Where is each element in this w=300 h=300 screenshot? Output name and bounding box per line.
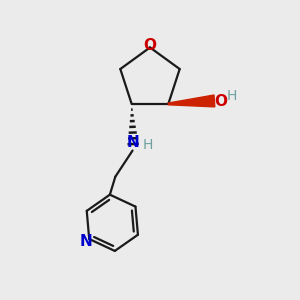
Text: O: O: [214, 94, 227, 109]
Text: N: N: [126, 135, 139, 150]
Text: H: H: [227, 89, 237, 103]
Polygon shape: [168, 95, 215, 107]
Text: N: N: [80, 235, 93, 250]
Text: H: H: [142, 138, 153, 152]
Text: O: O: [143, 38, 156, 53]
